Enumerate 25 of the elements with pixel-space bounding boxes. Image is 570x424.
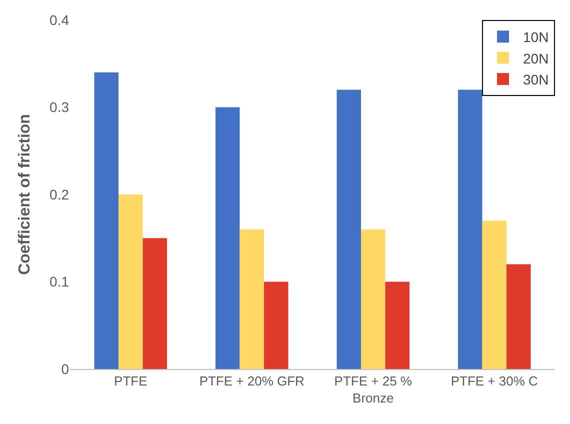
bar	[385, 282, 410, 369]
legend-label: 20N	[523, 50, 549, 66]
bar	[458, 90, 482, 369]
bar	[94, 72, 118, 369]
legend-label: 10N	[523, 29, 549, 46]
x-tick-label: PTFE	[114, 374, 148, 389]
bar	[361, 229, 386, 369]
y-tick-label: 0.4	[50, 12, 70, 28]
bar	[482, 220, 506, 369]
y-tick-label: 0.2	[50, 186, 70, 202]
bar	[240, 229, 264, 369]
x-tick-label: PTFE + 20% GFR	[199, 374, 304, 389]
bar	[216, 107, 240, 369]
y-axis-title: Coefficient of friction	[16, 114, 34, 275]
y-tick-label: 0.1	[50, 274, 70, 290]
bar	[336, 90, 361, 369]
bar	[142, 238, 167, 369]
legend-label: 30N	[523, 71, 549, 88]
x-tick-label: PTFE + 30% C	[450, 374, 538, 389]
bar	[506, 264, 531, 369]
y-tick-label: 0.3	[50, 99, 70, 116]
x-tick-label: PTFE + 25 % Bronze	[334, 374, 412, 406]
bar	[118, 194, 143, 369]
y-tick-label: 0	[61, 360, 70, 377]
bar	[264, 282, 288, 369]
